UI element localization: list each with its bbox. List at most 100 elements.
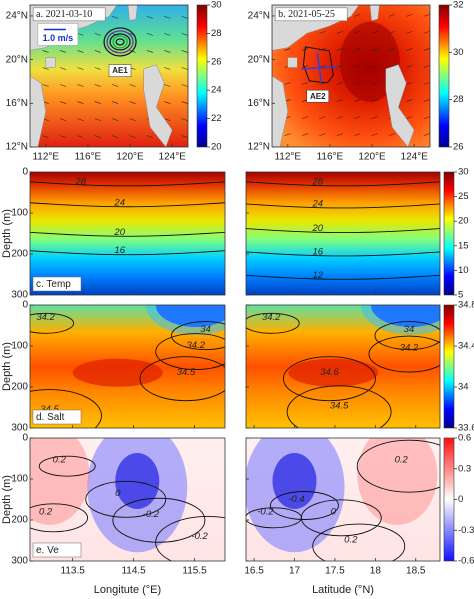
colorbar-tick-label: 30: [211, 0, 222, 11]
contour-line: [30, 312, 75, 334]
current-vector: [59, 101, 67, 104]
y-tick-label: 200: [11, 515, 28, 526]
current-vector: [59, 118, 67, 121]
current-vector: [319, 116, 326, 119]
contour-label: 34.5: [330, 400, 349, 411]
current-vector: [371, 116, 378, 119]
contour-line: [155, 515, 225, 561]
x-tick-label: 114.5: [121, 566, 146, 577]
y-axis-title: Depth (m): [1, 475, 13, 524]
current-vector: [423, 31, 430, 34]
contour-label: 0: [115, 488, 121, 499]
y-tick-label: 20°N: [248, 54, 270, 65]
contour-line: [30, 202, 225, 208]
current-vector: [284, 48, 291, 51]
contour-line: [155, 333, 225, 371]
colorbar-tick-label: 26: [453, 142, 464, 153]
current-vector: [181, 33, 188, 36]
current-vector: [59, 50, 67, 53]
x-tick-label: 116°E: [317, 152, 344, 163]
current-vector: [388, 48, 396, 51]
land: [272, 75, 289, 147]
y-tick-label: 300: [11, 556, 28, 567]
colorbar-tick-label: -0.6: [458, 556, 474, 567]
current-vector: [406, 31, 413, 34]
eddy-track: [316, 52, 323, 83]
contour-label: 16: [312, 246, 323, 257]
colorbar-tick-label: 34.4: [458, 341, 474, 352]
current-vector: [164, 118, 171, 121]
current-vector: [146, 135, 154, 138]
colorbar-tick-label: 10: [458, 265, 469, 276]
panel-clip: [272, 5, 430, 147]
current-vector: [354, 116, 361, 119]
contour-line: [368, 335, 440, 373]
current-vector: [164, 84, 171, 87]
contour-label: -0.2: [257, 506, 274, 517]
current-vector: [336, 116, 343, 119]
eddy-contour: [103, 27, 137, 57]
land: [385, 64, 415, 147]
current-vector: [388, 133, 396, 136]
contour-line: [246, 181, 440, 187]
current-vector: [371, 99, 378, 102]
eddy-contour: [302, 46, 334, 84]
current-vector: [112, 118, 119, 121]
land: [369, 5, 380, 21]
colorbar-tick-label: 20: [211, 142, 222, 153]
current-vector: [354, 133, 361, 136]
current-vector: [164, 33, 171, 36]
panel-clip: [30, 305, 225, 428]
current-vector: [354, 14, 361, 17]
current-vector: [42, 50, 49, 53]
current-vector: [406, 65, 413, 68]
current-vector: [371, 31, 378, 34]
contour-label: 34.5: [40, 404, 59, 415]
current-vector: [112, 84, 119, 87]
current-vector: [94, 84, 101, 87]
contour-line: [38, 455, 96, 477]
section-frame: [29, 304, 226, 429]
colorbar-tick-label: 34: [458, 382, 469, 393]
eddy-label: AE2: [310, 92, 326, 101]
current-vector: [181, 118, 188, 121]
current-vector: [94, 50, 101, 53]
y-tick-label: 200: [11, 382, 28, 393]
current-vector: [94, 67, 101, 70]
panel-title: b. 2021-05-25: [278, 9, 335, 20]
x-tick-label: 18.5: [406, 566, 426, 577]
section-frame: [245, 304, 441, 429]
contour-label: 34.6: [320, 367, 339, 378]
current-vector: [164, 101, 171, 104]
x-tick-label: 115.5: [182, 566, 207, 577]
current-vector: [146, 33, 154, 36]
colorbar-tick-label: 0.3: [458, 463, 471, 474]
current-vector: [77, 50, 84, 53]
panel-clip: [246, 305, 440, 428]
contour-label: 0: [331, 506, 337, 517]
eddy-label: AE1: [112, 66, 128, 75]
current-vector: [371, 82, 378, 85]
contour-label: 34: [404, 324, 415, 335]
y-tick-label: 24°N: [6, 11, 28, 22]
current-vector: [77, 33, 84, 36]
current-vector: [77, 101, 84, 104]
current-vector: [129, 84, 136, 87]
eddy-contour: [115, 38, 125, 46]
contour-line: [246, 203, 440, 209]
eddy-label-box: [108, 64, 132, 77]
eddy-contour: [109, 33, 131, 51]
colorbar: [196, 4, 208, 148]
contour-line: [112, 497, 206, 543]
current-vector: [59, 67, 67, 70]
contour-line: [356, 439, 440, 493]
map-frame: [29, 4, 189, 148]
current-vector: [94, 101, 101, 104]
contour-label: -0.2: [143, 509, 160, 520]
land: [143, 64, 173, 147]
y-tick-label: 0: [22, 433, 28, 444]
current-vector: [77, 135, 84, 138]
colorbar-tick-label: 20: [458, 216, 469, 227]
current-vector: [112, 135, 119, 138]
y-tick-label: 100: [11, 208, 28, 219]
